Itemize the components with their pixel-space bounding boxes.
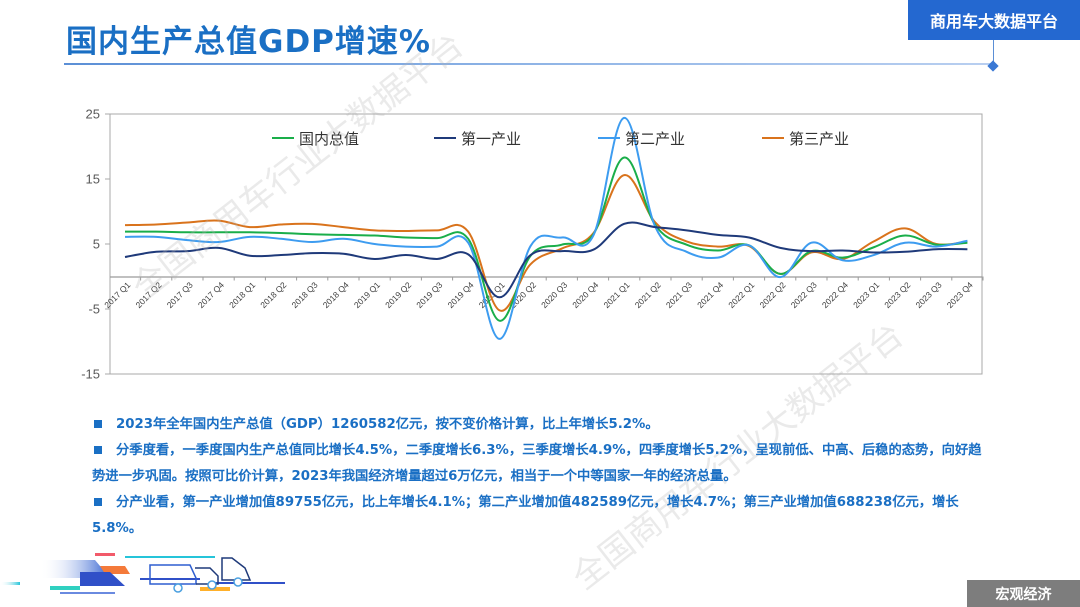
series-lines [124,116,968,340]
bullet-item: 2023年全年国内生产总值（GDP）1260582亿元，按不变价格计算，比上年增… [92,412,992,438]
legend-label: 第一产业 [461,130,521,148]
brand-connector [993,40,994,66]
brand-badge: 商用车大数据平台 [908,0,1080,40]
x-tick-label: 2019 Q2 [383,280,413,310]
bullet-text: 2023年全年国内生产总值（GDP）1260582亿元，按不变价格计算，比上年增… [116,417,659,432]
x-axis: 2017 Q1 2017 Q2 2017 Q3 2017 Q4 2018 Q1 2018 … [102,276,984,310]
x-tick-label: 2018 Q2 [258,280,288,310]
y-tick-label: 25 [86,107,100,122]
bullet-square-icon [94,445,102,454]
x-tick-label: 2017 Q2 [133,280,163,310]
y-axis: 25 15 5 -5 -15 [81,107,110,382]
x-tick-label: 2018 Q3 [289,280,319,310]
bullet-square-icon [94,419,102,428]
x-tick-label: 2023 Q4 [945,280,975,310]
x-tick-label: 2017 Q3 [165,280,195,310]
bullet-item: 分产业看，第一产业增加值89755亿元，比上年增长4.1%；第二产业增加值482… [92,490,992,542]
legend-label: 第二产业 [625,130,685,148]
x-tick-label: 2020 Q4 [570,280,600,310]
x-tick-label: 2019 Q4 [445,280,475,310]
x-tick-label: 2022 Q2 [757,280,787,310]
title-divider [64,63,994,65]
x-tick-label: 2022 Q3 [789,280,819,310]
series-line [124,221,968,299]
y-tick-label: 5 [93,237,100,252]
x-tick-label: 2021 Q4 [695,280,725,310]
x-tick-label: 2023 Q1 [851,280,881,310]
x-tick-label: 2021 Q1 [601,280,631,310]
bullet-text: 分产业看，第一产业增加值89755亿元，比上年增长4.1%；第二产业增加值482… [92,495,959,536]
bullet-text: 分季度看，一季度国内生产总值同比增长4.5%，二季度增长6.3%，三季度增长4.… [92,443,982,484]
page-title: 国内生产总值GDP增速% [66,24,431,60]
y-tick-label: -5 [88,302,100,317]
series-line [124,174,968,312]
x-tick-label: 2017 Q4 [196,280,226,310]
x-tick-label: 2023 Q3 [913,280,943,310]
x-tick-label: 2021 Q3 [664,280,694,310]
bullet-item: 分季度看，一季度国内生产总值同比增长4.5%，二季度增长6.3%，三季度增长4.… [92,438,992,490]
x-tick-label: 2017 Q1 [102,280,132,310]
y-tick-label: 15 [86,172,100,187]
bullet-square-icon [94,497,102,506]
truck-decoration-icon [0,553,285,594]
plot-area [109,113,983,375]
x-tick-label: 2018 Q4 [321,280,351,310]
x-tick-label: 2019 Q1 [352,280,382,310]
x-tick-label: 2018 Q1 [227,280,257,310]
legend-label: 第三产业 [789,130,849,148]
x-tick-label: 2022 Q1 [726,280,756,310]
summary-bullets: 2023年全年国内生产总值（GDP）1260582亿元，按不变价格计算，比上年增… [92,412,992,542]
y-tick-label: -15 [81,367,100,382]
x-tick-label: 2020 Q3 [539,280,569,310]
x-tick-label: 2019 Q3 [414,280,444,310]
x-tick-label: 2023 Q2 [882,280,912,310]
x-tick-label: 2021 Q2 [633,280,663,310]
x-tick-label: 2022 Q4 [820,280,850,310]
section-label: 宏观经济 [967,580,1080,607]
chart-legend: 国内总值 第一产业 第二产业 第三产业 [272,130,849,148]
legend-label: 国内总值 [299,130,359,148]
series-line [124,116,968,340]
